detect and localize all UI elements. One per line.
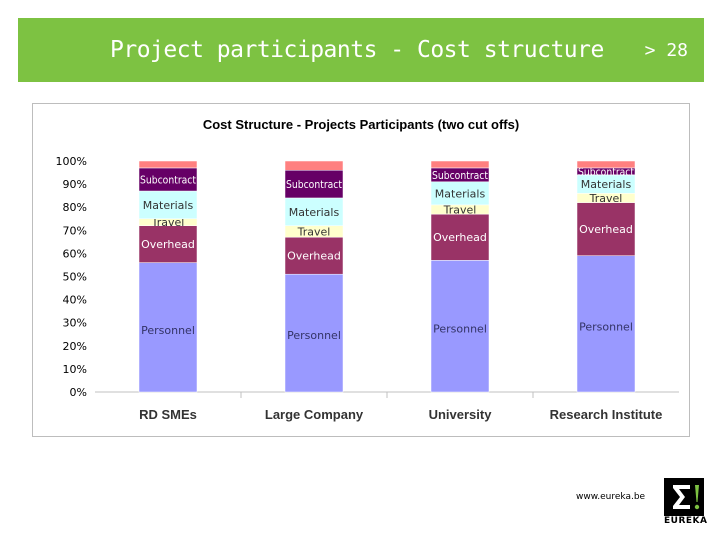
y-tick-label: 30%	[63, 317, 87, 330]
bar-segment	[430, 160, 490, 169]
bar-segment	[576, 160, 636, 169]
x-category-label: University	[429, 407, 493, 422]
slide-page-number: > 28	[644, 40, 688, 61]
bar-segment	[430, 260, 490, 393]
bar-segment-label: Overhead	[579, 223, 633, 236]
bar-segment	[284, 197, 344, 226]
bar-segment	[284, 273, 344, 393]
x-category-label: Large Company	[265, 407, 364, 422]
y-tick-label: 10%	[63, 363, 87, 376]
y-tick-label: 100%	[56, 155, 87, 168]
bar-segment-label: Travel	[297, 225, 331, 238]
bar-segment-label: Materials	[289, 206, 340, 219]
footer-url[interactable]: www.eureka.be	[576, 492, 646, 502]
bar-segment	[138, 160, 198, 169]
bar-segment-label: Materials	[581, 178, 632, 191]
bar-segment	[284, 169, 344, 199]
eureka-logo-mark	[664, 478, 704, 516]
bar-segment-label: Overhead	[287, 250, 341, 263]
bar-segment	[138, 190, 198, 219]
slide-header: Project participants - Cost structure > …	[18, 18, 704, 82]
slide-title: Project participants - Cost structure	[110, 37, 604, 63]
bar-segment	[576, 255, 636, 393]
bar-segment-label: Travel	[443, 204, 477, 217]
bar-segment-label: Personnel	[433, 323, 487, 336]
cost-structure-chart: Cost Structure - Projects Participants (…	[56, 117, 679, 422]
bar-segment	[138, 225, 198, 263]
bar-segment-label: Travel	[151, 216, 185, 229]
bar-segment	[576, 202, 636, 256]
y-tick-label: 90%	[63, 178, 87, 191]
y-tick-label: 70%	[63, 224, 87, 237]
bar-segment-label: Materials	[435, 187, 486, 200]
y-tick-label: 40%	[63, 294, 87, 307]
y-tick-label: 80%	[63, 201, 87, 214]
y-tick-label: 20%	[63, 340, 87, 353]
bar-segment-label: Subcontract	[140, 173, 197, 186]
bar-segment-label: Subcontract	[432, 169, 489, 182]
x-category-label: Research Institute	[550, 407, 663, 422]
bar-segment-label: Subcontract	[286, 178, 343, 191]
bar-segment-label: Personnel	[141, 324, 195, 337]
y-tick-label: 60%	[63, 247, 87, 260]
bar-segment-label: Subcontract	[578, 165, 635, 178]
bar-segment-label: Overhead	[141, 238, 195, 251]
bar-segment-label: Overhead	[433, 231, 487, 244]
bar-segment-label: Travel	[589, 192, 623, 205]
chart-title: Cost Structure - Projects Participants (…	[203, 117, 519, 132]
chart-frame: Cost Structure - Projects Participants (…	[32, 103, 690, 437]
bar-segment-label: Materials	[143, 199, 194, 212]
bar-segment	[284, 160, 344, 171]
bar-segment-label: Personnel	[579, 321, 633, 334]
bar-segment	[138, 262, 198, 393]
bar-segment	[284, 236, 344, 275]
sigma-icon	[673, 485, 700, 510]
y-tick-label: 50%	[63, 271, 87, 284]
x-category-label: RD SMEs	[139, 407, 197, 422]
bar-segment-label: Personnel	[287, 329, 341, 342]
eureka-logo-text: EUREKA	[664, 516, 708, 526]
eureka-logo: EUREKA	[664, 478, 708, 528]
y-tick-label: 0%	[70, 386, 87, 399]
